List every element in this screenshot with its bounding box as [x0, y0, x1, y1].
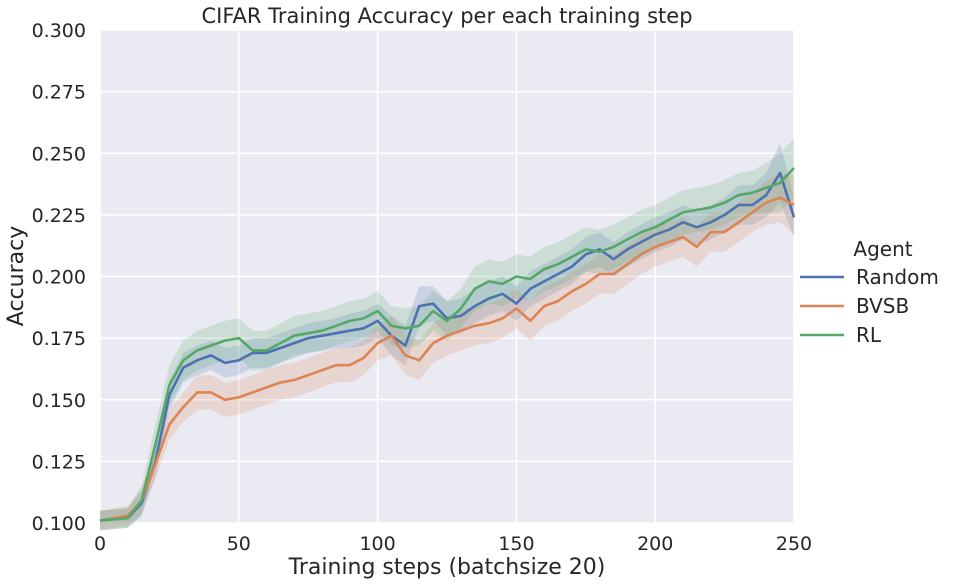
y-tick-labels: 0.100 0.125 0.150 0.175 0.200 0.225 0.250 0.275… [32, 20, 86, 535]
x-tick-label: 0 [94, 533, 106, 555]
legend-item-bvsb: BVSB [800, 294, 909, 318]
y-tick-label: 0.150 [32, 390, 86, 412]
x-tick-labels: 0 50 100 150 200 250 [94, 533, 812, 555]
line-rl [99, 167, 795, 522]
band-random [100, 143, 794, 531]
legend-label: BVSB [856, 294, 909, 318]
x-tick-label: 50 [227, 533, 251, 555]
y-tick-label: 0.275 [32, 82, 86, 104]
chart-title: CIFAR Training Accuracy per each trainin… [201, 4, 692, 28]
y-tick-label: 0.250 [32, 143, 86, 165]
x-tick-label: 250 [776, 533, 812, 555]
legend-item-random: Random [800, 265, 939, 289]
grid [99, 29, 795, 524]
x-tick-label: 200 [637, 533, 673, 555]
line-bvsb [99, 196, 795, 522]
x-tick-label: 100 [359, 533, 395, 555]
y-tick-label: 0.200 [32, 267, 86, 289]
x-axis-label: Training steps (batchsize 20) [288, 555, 606, 580]
series-lines [99, 167, 796, 522]
band-bvsb [100, 173, 794, 531]
y-axis-label: Accuracy [4, 226, 29, 326]
y-tick-label: 0.300 [32, 20, 86, 42]
x-tick-label: 150 [498, 533, 534, 555]
legend-label: Random [856, 265, 939, 289]
legend-label: RL [856, 323, 882, 347]
legend: Agent Random BVSB RL [800, 237, 939, 347]
y-tick-label: 0.125 [32, 451, 86, 473]
legend-title: Agent [853, 237, 912, 261]
y-tick-label: 0.225 [32, 205, 86, 227]
line-random [99, 171, 796, 522]
y-tick-label: 0.100 [32, 513, 86, 535]
legend-item-rl: RL [800, 323, 882, 347]
y-tick-label: 0.175 [32, 328, 86, 350]
